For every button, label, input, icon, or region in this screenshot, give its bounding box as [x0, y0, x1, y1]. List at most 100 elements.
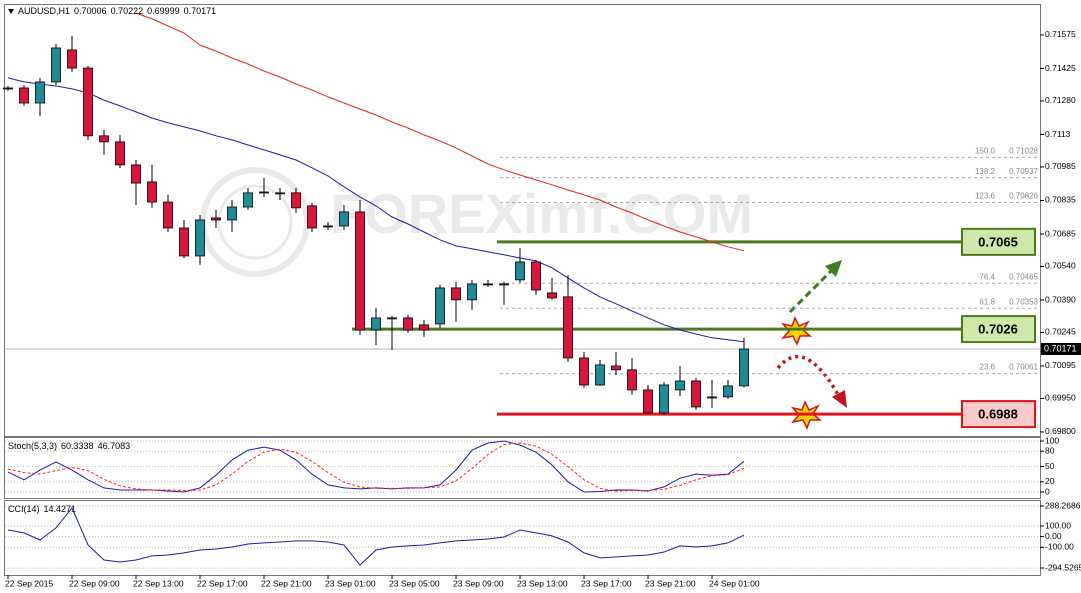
candle-body	[643, 389, 653, 414]
candle-body	[547, 292, 557, 299]
x-tick-label: 23 Sep 01:00	[325, 578, 376, 588]
main-panel	[4, 4, 1041, 437]
candle-body	[83, 67, 93, 137]
y-tick-label: -294.5265	[1045, 562, 1081, 572]
y-tick-label: 0.70835	[1045, 195, 1076, 205]
y-tick-label: 0.69800	[1045, 426, 1076, 436]
candle-body	[451, 287, 461, 301]
candle-body	[195, 219, 205, 257]
fib-level: 61.8	[979, 297, 995, 306]
candle-body	[67, 49, 77, 69]
indicator-title: CCI(14) 14.4271	[8, 504, 76, 514]
x-tick-label: 23 Sep 05:00	[389, 578, 440, 588]
fib-price: 0.70465	[1009, 272, 1038, 281]
fib-price: 0.70353	[1009, 297, 1038, 306]
x-tick-label: 22 Sep 09:00	[69, 578, 120, 588]
candle-body	[371, 317, 381, 331]
y-tick-label: 0.71280	[1045, 95, 1076, 105]
y-tick-label: 288.2686	[1045, 500, 1081, 510]
ohlc-value: 0.69999	[147, 6, 180, 16]
candle-body	[35, 81, 45, 104]
y-tick-label: 0.70985	[1045, 161, 1076, 171]
fib-level: 76.4	[979, 272, 995, 281]
candle-body	[691, 380, 701, 408]
menu-triangle	[8, 9, 14, 14]
candle-body	[563, 296, 573, 359]
candle-body	[579, 357, 589, 386]
level-label: 0.7065	[978, 234, 1018, 249]
level-box	[961, 400, 1036, 429]
x-tick-label: 23 Sep 13:00	[517, 578, 568, 588]
ohlc-value: 0.70171	[184, 6, 217, 16]
y-tick-label: 0.70245	[1045, 327, 1076, 337]
fib-price: 0.70061	[1009, 363, 1038, 372]
x-tick-label: 24 Sep 01:00	[709, 578, 760, 588]
x-tick-label: 23 Sep 09:00	[453, 578, 504, 588]
candle-body	[419, 324, 429, 331]
candle-body	[659, 384, 669, 414]
y-tick-label: 0.70540	[1045, 261, 1076, 271]
y-tick-label: 0	[1045, 486, 1050, 496]
ohlc-value: 0.70222	[111, 6, 144, 16]
y-tick-label: 0.00	[1045, 531, 1062, 541]
y-tick-label: 0.71425	[1045, 63, 1076, 73]
x-tick-label: 22 Sep 21:00	[261, 578, 312, 588]
candle-body	[675, 380, 685, 391]
x-tick-label: 23 Sep 17:00	[581, 578, 632, 588]
y-tick-label: 20	[1045, 476, 1055, 486]
candle-body	[211, 217, 221, 221]
candle-body	[163, 201, 173, 229]
candle-body	[131, 164, 141, 184]
candle-body	[707, 396, 717, 399]
fib-level: 123.6	[975, 192, 996, 201]
candle-body	[595, 364, 605, 386]
y-tick-label: 0.71575	[1045, 29, 1076, 39]
fib-price: 0.70826	[1009, 192, 1038, 201]
indicator-value: 46.7083	[98, 441, 131, 451]
y-tick-label: 0.7113	[1045, 129, 1071, 139]
y-tick-label: 100	[1045, 435, 1059, 445]
indicator-value: 14.4271	[44, 504, 77, 514]
candle-body	[499, 283, 509, 286]
fib-level: 138.2	[975, 167, 996, 176]
candle-body	[275, 192, 285, 195]
candle-body	[515, 261, 525, 281]
indicator-line	[7, 506, 745, 566]
y-tick-label: 0.69950	[1045, 393, 1076, 403]
price-tag	[1041, 342, 1081, 355]
indicator-value: 60.3338	[61, 441, 94, 451]
y-tick-label: 0.70685	[1045, 228, 1076, 238]
candle-body	[323, 225, 333, 228]
candle-body	[355, 211, 365, 331]
cci-panel	[4, 500, 1041, 576]
candle-body	[531, 261, 541, 291]
y-tick-label: 50	[1045, 461, 1055, 471]
level-label: 0.6988	[978, 407, 1018, 422]
candle-body	[243, 192, 253, 208]
candle-body	[147, 181, 157, 203]
candle-body	[115, 141, 125, 166]
moving-average	[135, 12, 745, 252]
y-tick-label: -100.00	[1045, 542, 1074, 552]
y-tick-label: 80	[1045, 445, 1055, 455]
candle-body	[19, 87, 29, 104]
symbol: AUDUSD,H1	[18, 6, 70, 16]
candle-body	[723, 385, 733, 398]
candle-body	[483, 283, 493, 286]
y-tick-label: 0.70095	[1045, 360, 1076, 370]
ohlc-value: 0.70006	[74, 6, 107, 16]
x-tick-label: 23 Sep 21:00	[645, 578, 696, 588]
fib-level: 23.6	[979, 363, 995, 372]
candle-body	[179, 227, 189, 257]
indicator-name: CCI(14)	[8, 504, 40, 514]
price-tag-label: 0.70171	[1044, 343, 1077, 353]
candle-body	[307, 205, 317, 229]
candle-body	[291, 192, 301, 209]
moving-average	[7, 77, 745, 343]
level-box	[961, 227, 1036, 256]
annotations	[776, 260, 847, 430]
level-label: 0.7026	[978, 322, 1018, 337]
y-tick-label: 0.70390	[1045, 294, 1076, 304]
